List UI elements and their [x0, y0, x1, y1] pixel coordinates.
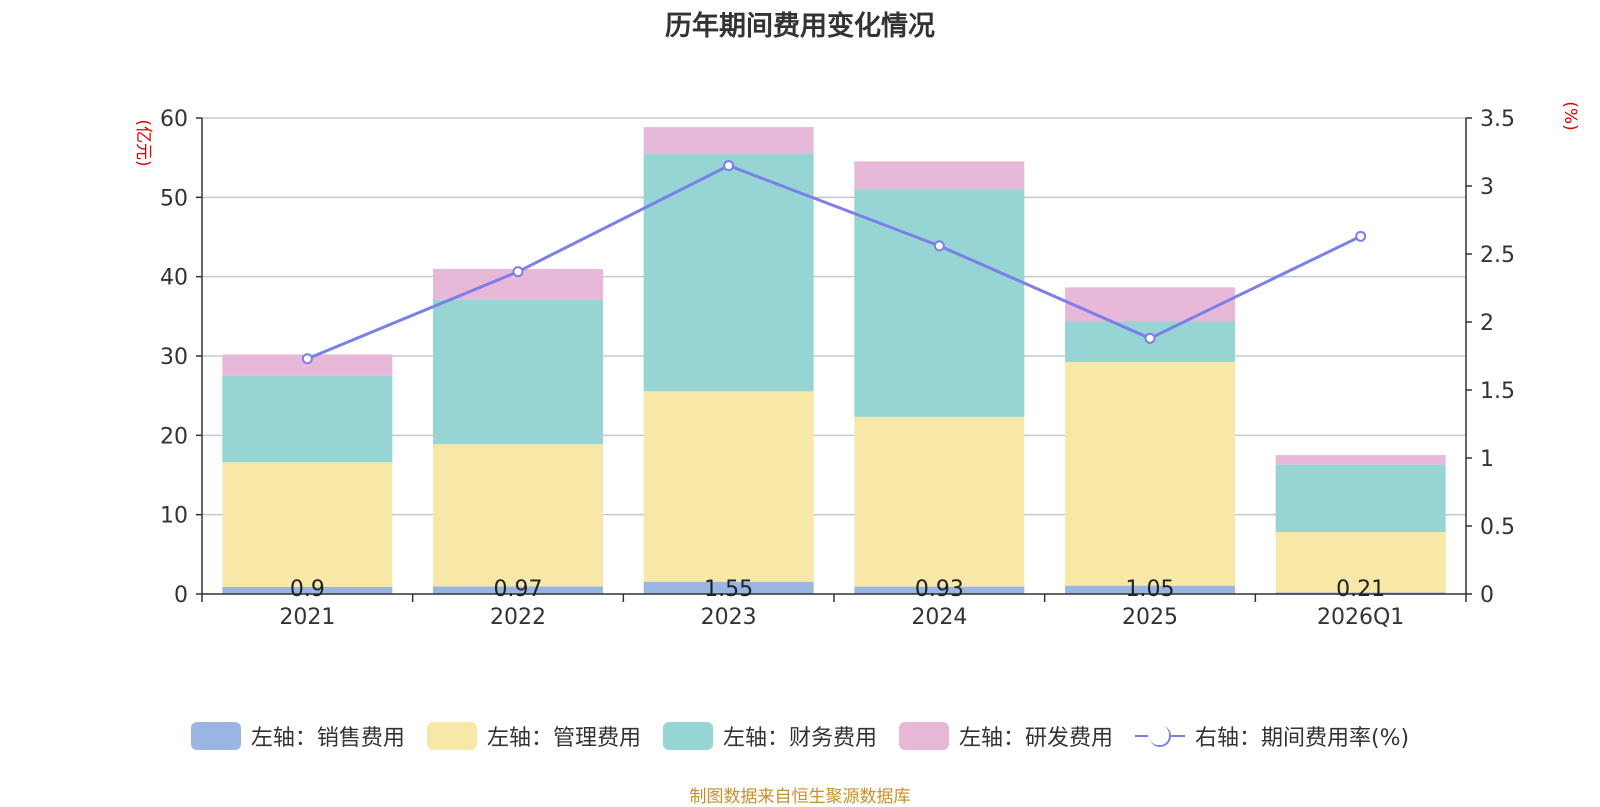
legend-item-rate[interactable]: 右轴：期间费用率(%) — [1134, 720, 1410, 752]
rate-point — [512, 266, 524, 278]
gridlines — [202, 117, 1466, 516]
line-series — [301, 160, 1367, 365]
bar-segment — [1275, 464, 1446, 533]
data-source-note: 制图数据来自恒生聚源数据库 — [689, 787, 911, 807]
legend-label-rnd: 左轴：研发费用 — [958, 726, 1113, 751]
bar-segment — [222, 354, 393, 376]
left-axis-tick-label: 50 — [160, 186, 188, 211]
bar-segment — [433, 299, 603, 445]
bar-segment — [433, 444, 603, 587]
legend-label-sales: 左轴：销售费用 — [250, 726, 405, 751]
bar-segment — [1065, 361, 1235, 586]
left-axis-tick-label: 20 — [160, 424, 188, 449]
bar-segment — [1275, 592, 1446, 594]
rate-point — [1144, 332, 1156, 344]
left-axis-tick-label: 40 — [160, 266, 188, 291]
bar-series — [222, 127, 1446, 594]
data-label: 1.05 — [1126, 577, 1175, 602]
rate-point — [723, 160, 735, 172]
data-label: 0.97 — [494, 577, 543, 602]
chart-title: 历年期间费用变化情况 — [665, 11, 935, 42]
bar-segment — [1065, 287, 1235, 322]
right-axis-tick-label: 1 — [1480, 447, 1494, 472]
bar-segment — [222, 375, 393, 463]
legend-swatch-admin — [426, 722, 477, 750]
x-axis-tick-label: 2024 — [911, 605, 967, 630]
bar-segment — [433, 586, 603, 594]
right-axis-tick-label: 2.5 — [1480, 243, 1515, 268]
bar-segment — [643, 581, 814, 594]
rate-point — [301, 353, 313, 365]
bar-segment — [1065, 585, 1235, 594]
rate-point — [1355, 230, 1367, 242]
bar-segment — [222, 462, 393, 587]
axes: 0 10 20 30 40 50 60 0 0.5 1 1.5 2 2.5 3 3.5 2021 2022 202… — [160, 107, 1515, 630]
left-axis-tick-label: 30 — [160, 345, 188, 370]
bar-segment — [222, 586, 393, 594]
bar-segment — [1275, 455, 1446, 465]
bar-segment — [1275, 532, 1446, 593]
right-axis-tick-label: 0 — [1480, 583, 1494, 608]
right-axis-tick-label: 1.5 — [1480, 379, 1515, 404]
left-axis-tick-label: 60 — [160, 107, 188, 132]
left-axis-label: (亿元) — [133, 119, 153, 166]
bar-segment — [854, 416, 1025, 587]
x-axis-tick-label: 2022 — [490, 605, 546, 630]
x-axis-tick-label: 2026Q1 — [1317, 605, 1404, 630]
bar-segment — [854, 586, 1025, 594]
data-label: 0.9 — [290, 577, 325, 602]
right-axis-tick-label: 2 — [1480, 311, 1494, 336]
data-label: 0.21 — [1336, 577, 1385, 602]
data-label: 0.93 — [915, 577, 964, 602]
legend-swatch-sales — [190, 722, 241, 750]
legend-label-finance: 左轴：财务费用 — [722, 726, 877, 751]
left-axis-tick-label: 10 — [160, 504, 188, 529]
legend-label-rate: 右轴：期间费用率(%) — [1194, 726, 1410, 751]
x-axis-tick-label: 2025 — [1122, 605, 1178, 630]
legend-item-sales[interactable]: 左轴：销售费用 — [190, 720, 405, 752]
bar-segment — [643, 391, 814, 582]
bar-segment — [643, 127, 814, 154]
bar-segment — [854, 161, 1025, 190]
legend-item-admin[interactable]: 左轴：管理费用 — [426, 720, 641, 752]
data-label: 1.55 — [704, 577, 753, 602]
data-labels: 0.9 0.97 1.55 0.93 1.05 0.21 — [290, 577, 1385, 602]
right-axis-tick-label: 3 — [1480, 175, 1494, 200]
legend-item-rnd[interactable]: 左轴：研发费用 — [898, 720, 1113, 752]
x-axis-tick-label: 2023 — [701, 605, 757, 630]
legend-item-finance[interactable]: 左轴：财务费用 — [662, 720, 877, 752]
legend: 左轴：销售费用 左轴：管理费用 左轴：财务费用 左轴：研发费用 右轴：期间费用率… — [0, 720, 1600, 752]
chart-plot: 0 10 20 30 40 50 60 0 0.5 1 1.5 2 2.5 3 3.5 2021 2022 202… — [133, 101, 1580, 630]
legend-swatch-finance — [662, 722, 713, 750]
rate-point — [933, 240, 945, 252]
left-axis-tick-label: 0 — [174, 583, 188, 608]
right-axis-tick-label: 3.5 — [1480, 107, 1515, 132]
legend-swatch-rnd — [898, 722, 949, 750]
right-axis-tick-label: 0.5 — [1480, 515, 1515, 540]
legend-label-admin: 左轴：管理费用 — [486, 726, 641, 751]
bar-segment — [854, 189, 1025, 417]
right-axis-label: (%) — [1560, 101, 1580, 130]
x-axis-tick-label: 2021 — [279, 605, 335, 630]
rate-line — [306, 163, 1362, 361]
legend-line-marker-icon — [1134, 722, 1185, 750]
